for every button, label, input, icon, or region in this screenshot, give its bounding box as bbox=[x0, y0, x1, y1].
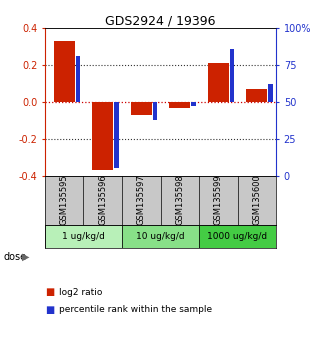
Text: percentile rank within the sample: percentile rank within the sample bbox=[59, 305, 213, 314]
Bar bbox=[152, 102, 157, 120]
Text: ■: ■ bbox=[45, 287, 54, 297]
Bar bbox=[75, 56, 80, 102]
Text: 10 ug/kg/d: 10 ug/kg/d bbox=[136, 232, 185, 241]
Bar bbox=[122, 225, 199, 248]
Bar bbox=[246, 89, 267, 102]
Text: dose: dose bbox=[3, 252, 26, 262]
Text: GSM135597: GSM135597 bbox=[137, 174, 146, 225]
Text: GSM135595: GSM135595 bbox=[60, 174, 69, 225]
Text: ▶: ▶ bbox=[22, 252, 29, 262]
Bar bbox=[230, 49, 234, 102]
Bar bbox=[131, 102, 152, 115]
Text: 1000 ug/kg/d: 1000 ug/kg/d bbox=[207, 232, 268, 241]
Bar bbox=[208, 63, 229, 102]
Text: GSM135596: GSM135596 bbox=[98, 174, 107, 225]
Text: ■: ■ bbox=[45, 305, 54, 315]
Bar bbox=[92, 102, 113, 170]
Bar bbox=[191, 102, 196, 107]
Text: GSM135598: GSM135598 bbox=[175, 174, 184, 225]
Text: GSM135600: GSM135600 bbox=[252, 174, 261, 225]
Text: 1 ug/kg/d: 1 ug/kg/d bbox=[62, 232, 105, 241]
Bar bbox=[45, 225, 122, 248]
Bar bbox=[114, 102, 119, 169]
Bar bbox=[54, 41, 75, 102]
Bar bbox=[169, 102, 190, 108]
Text: GSM135599: GSM135599 bbox=[214, 174, 223, 225]
Bar bbox=[268, 84, 273, 102]
Bar bbox=[199, 225, 276, 248]
Text: log2 ratio: log2 ratio bbox=[59, 287, 103, 297]
Title: GDS2924 / 19396: GDS2924 / 19396 bbox=[105, 14, 216, 27]
